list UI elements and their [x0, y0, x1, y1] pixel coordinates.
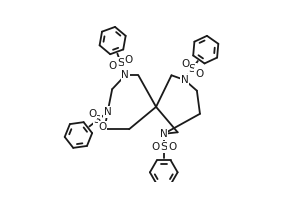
Text: O: O	[125, 55, 133, 65]
Text: N: N	[181, 75, 188, 85]
Text: N: N	[122, 70, 129, 80]
Text: O: O	[195, 69, 203, 79]
Text: S: S	[94, 115, 101, 125]
Text: O: O	[168, 142, 176, 152]
Text: N: N	[160, 129, 168, 139]
Text: S: S	[160, 142, 167, 152]
Text: S: S	[117, 58, 124, 68]
Text: O: O	[181, 59, 189, 69]
Text: O: O	[88, 109, 96, 119]
Text: N: N	[104, 107, 111, 117]
Text: O: O	[151, 142, 160, 152]
Text: O: O	[109, 61, 117, 71]
Text: S: S	[189, 64, 196, 74]
Text: O: O	[98, 122, 107, 132]
